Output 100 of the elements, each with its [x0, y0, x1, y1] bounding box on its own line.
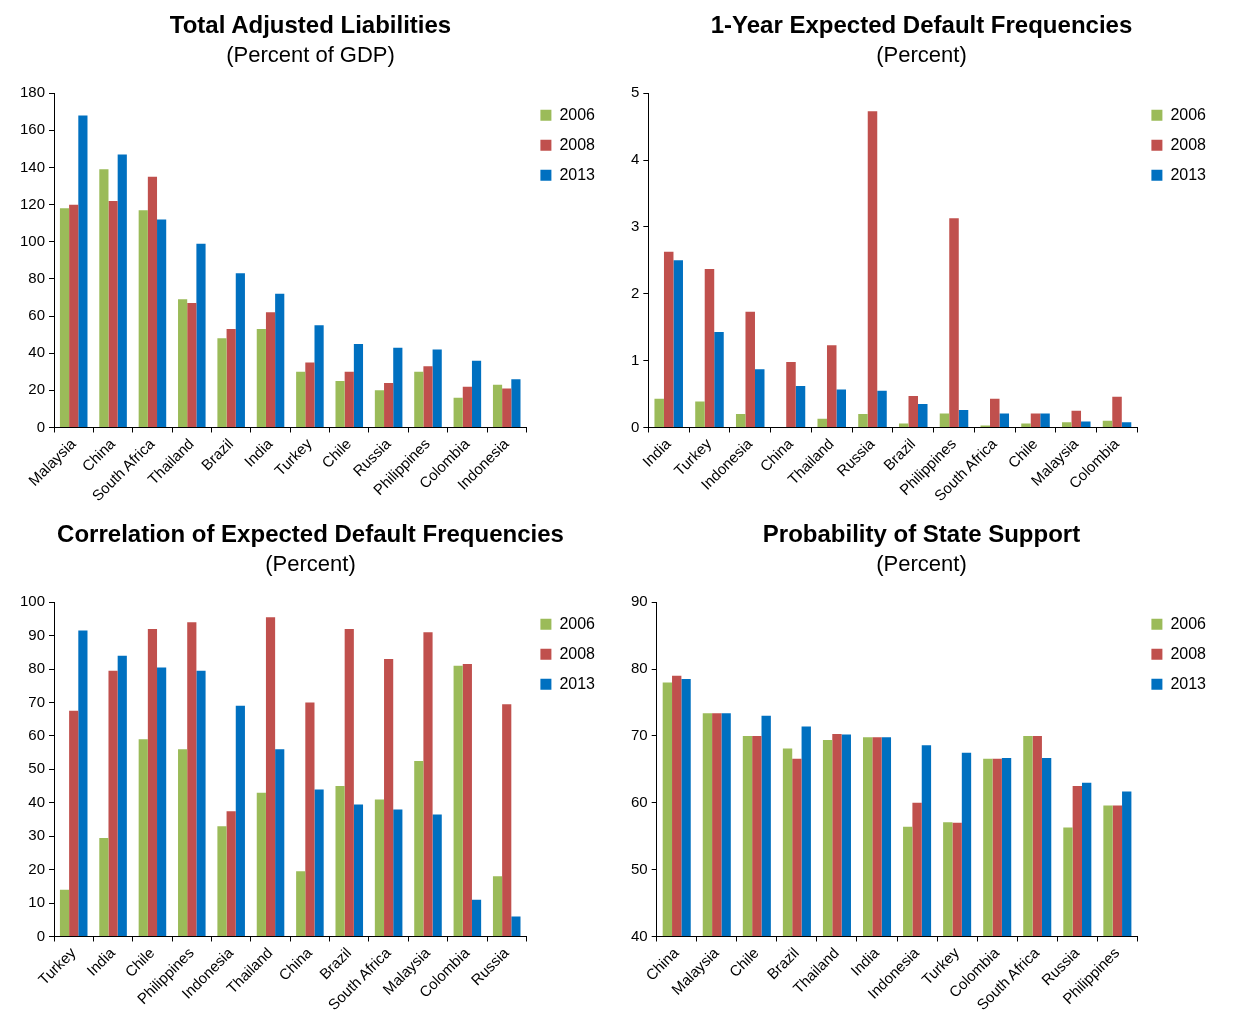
- bar: [949, 218, 959, 427]
- legend-label: 2006: [559, 105, 596, 123]
- y-tick-label: 90: [28, 625, 46, 643]
- bar: [265, 312, 276, 427]
- y-tick-label: 0: [36, 926, 46, 944]
- bar: [1062, 422, 1072, 427]
- chart-title: 1-Year Expected Default Frequencies: [710, 11, 1133, 39]
- bar: [754, 369, 765, 427]
- bar: [432, 349, 442, 427]
- bar: [178, 749, 188, 936]
- bar: [511, 916, 521, 936]
- chart-subtitle: (Percent): [265, 551, 356, 577]
- y-tick-label: 0: [631, 417, 640, 435]
- y-tick-label: 80: [28, 269, 46, 287]
- bar: [226, 811, 236, 936]
- chart-title: Probability of State Support: [762, 520, 1081, 548]
- bar: [471, 899, 482, 936]
- y-tick-label: 40: [631, 926, 648, 944]
- bar: [393, 347, 403, 427]
- bar: [432, 814, 442, 936]
- bar: [462, 386, 472, 427]
- y-tick-label: 60: [28, 726, 46, 744]
- y-tick-label: 180: [20, 83, 46, 101]
- bar: [1102, 420, 1113, 427]
- bar: [344, 371, 354, 427]
- y-tick-label: 5: [631, 83, 640, 101]
- bar: [305, 702, 315, 936]
- y-tick-label: 100: [20, 231, 46, 249]
- bar: [414, 371, 424, 427]
- legend-label: 2006: [1170, 105, 1207, 123]
- bar: [187, 622, 197, 936]
- bar: [990, 398, 1000, 427]
- bar: [414, 760, 424, 936]
- bar: [117, 154, 127, 427]
- bar: [335, 786, 345, 936]
- bar: [704, 269, 715, 427]
- bar: [196, 243, 206, 427]
- y-tick-label: 3: [631, 217, 640, 235]
- bar: [217, 338, 227, 427]
- bar: [296, 371, 306, 427]
- bar: [99, 169, 109, 427]
- legend-label: 2013: [1170, 165, 1207, 183]
- bar: [858, 414, 868, 427]
- bar: [958, 410, 969, 427]
- bar: [275, 293, 285, 427]
- bar: [69, 710, 79, 936]
- y-tick-label: 60: [631, 792, 648, 810]
- bar: [147, 628, 158, 936]
- bar: [305, 362, 315, 427]
- bar: [502, 388, 512, 427]
- bar: [196, 670, 206, 936]
- y-tick-label: 100: [20, 592, 46, 610]
- bar: [69, 204, 79, 427]
- chart-subtitle: (Percent of GDP): [226, 42, 395, 68]
- y-tick-label: 20: [28, 859, 46, 877]
- legend-label: 2008: [559, 644, 596, 662]
- bar: [78, 115, 88, 427]
- bar: [256, 329, 266, 427]
- bar: [374, 799, 385, 936]
- bar: [502, 704, 512, 936]
- bar: [898, 423, 909, 427]
- bar: [314, 789, 324, 936]
- bar: [939, 413, 950, 427]
- bar: [384, 659, 394, 936]
- bar: [453, 397, 463, 427]
- chart-title: Correlation of Expected Default Frequencies: [57, 520, 564, 548]
- bar: [735, 414, 746, 427]
- bar: [511, 379, 521, 427]
- bar: [353, 343, 364, 427]
- bar: [714, 331, 724, 427]
- y-tick-label: 140: [20, 157, 46, 175]
- legend-label: 2013: [559, 674, 596, 692]
- bar: [256, 792, 266, 936]
- y-tick-label: 120: [20, 194, 46, 212]
- bar: [314, 325, 324, 427]
- bar: [836, 389, 847, 427]
- y-tick-label: 30: [28, 826, 46, 844]
- bar: [999, 413, 1010, 427]
- bar: [374, 390, 385, 427]
- bar: [296, 871, 306, 936]
- bar: [1121, 422, 1132, 427]
- bar: [1081, 421, 1091, 427]
- bar: [908, 396, 919, 427]
- bar: [492, 384, 503, 427]
- y-tick-label: 70: [631, 726, 648, 744]
- bar: [99, 837, 109, 936]
- y-tick-label: 160: [20, 120, 46, 138]
- legend-label: 2013: [559, 165, 596, 183]
- bar: [226, 329, 236, 427]
- y-tick-label: 60: [28, 306, 46, 324]
- bar: [59, 889, 70, 936]
- legend-label: 2008: [1170, 644, 1207, 662]
- bar: [795, 386, 806, 427]
- bar: [453, 665, 463, 936]
- chart-title: Total Adjusted Liabilities: [169, 11, 452, 39]
- y-tick-label: 70: [28, 692, 46, 710]
- bar: [918, 404, 928, 427]
- bar: [108, 670, 118, 936]
- y-tick-label: 40: [28, 792, 46, 810]
- bar: [138, 739, 148, 936]
